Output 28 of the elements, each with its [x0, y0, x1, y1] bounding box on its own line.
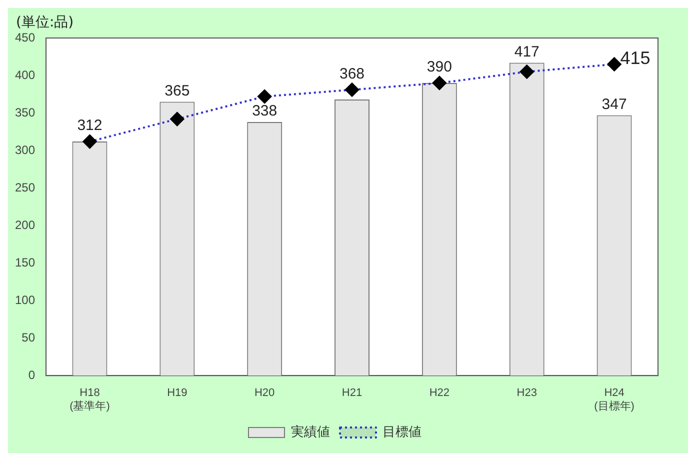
data-label: 368	[339, 65, 365, 82]
legend-label: 目標値	[382, 424, 422, 440]
y-tick-label: 250	[14, 180, 36, 194]
x-tick-label: H22	[429, 387, 450, 400]
y-tick-label: 200	[14, 218, 36, 232]
data-label: 347	[602, 96, 627, 113]
data-label: 417	[514, 43, 540, 60]
x-tick-label: H23	[516, 387, 537, 400]
y-tick-label: 300	[14, 142, 36, 157]
y-tick-label: 50	[22, 330, 36, 344]
x-tick-label: H20	[254, 387, 275, 400]
x-tick-label: H21	[342, 387, 362, 400]
y-axis-title: (単位:品)	[16, 14, 74, 31]
x-tick-label: H18 (基準年)	[70, 387, 110, 412]
y-tick-label: 350	[14, 105, 36, 120]
y-tick-label: 100	[14, 292, 36, 307]
y-tick-label: 400	[14, 68, 36, 82]
y-tick-label: 0	[28, 368, 36, 382]
x-tick-label: H19	[167, 387, 188, 400]
data-label: 338	[252, 102, 278, 120]
data-label: 390	[426, 58, 452, 76]
data-label: 365	[164, 82, 190, 100]
x-tick-label: H24 (目標年)	[594, 387, 634, 412]
data-label: 312	[77, 117, 102, 134]
legend-label: 実績値	[291, 424, 330, 440]
y-tick-label: 450	[14, 30, 36, 44]
y-tick-label: 150	[14, 255, 36, 270]
data-label: 415	[620, 48, 650, 68]
